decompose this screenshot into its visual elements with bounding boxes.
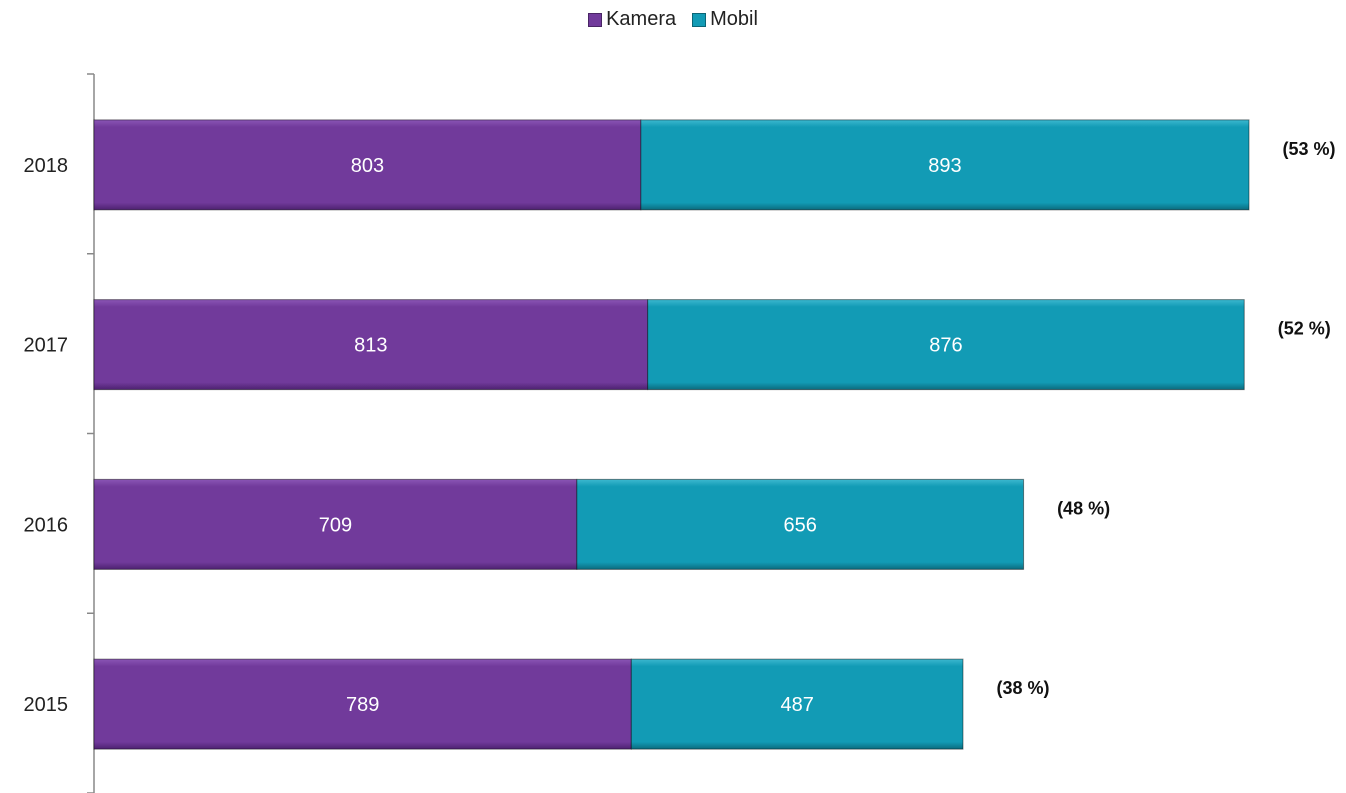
percent-annotation-2015: (38 %) [996, 678, 1049, 698]
percent-annotation-2018: (53 %) [1282, 139, 1335, 159]
percent-annotation-2016: (48 %) [1057, 498, 1110, 518]
percent-annotation-2017: (52 %) [1278, 319, 1331, 339]
legend-swatch-mobil [692, 12, 707, 27]
bar-value-label: 803 [351, 155, 384, 177]
bar-mobil-2015 [630, 658, 964, 750]
plot-area: 789 487 2015 (38 %) 709 656 2016 (48 %) 813 876 20… [24, 73, 1336, 793]
bar-value-label: 656 [784, 514, 817, 536]
bar-value-label: 813 [354, 335, 387, 357]
bar-kamera-2018 [93, 119, 642, 211]
legend-label-kamera: Kamera [606, 8, 677, 30]
legend: Kamera Mobil [0, 8, 1346, 31]
bar-value-label: 709 [319, 514, 352, 536]
y-tick-label-2015: 2015 [24, 694, 69, 716]
legend-item-kamera: Kamera [588, 8, 676, 31]
bar-kamera-2017 [93, 299, 649, 391]
bar-mobil-2017 [647, 299, 1245, 391]
bar-value-label: 893 [928, 155, 961, 177]
y-tick-label-2018: 2018 [24, 155, 69, 177]
bar-mobil-2016 [576, 478, 1025, 570]
bar-kamera-2015 [93, 658, 632, 750]
bar-value-label: 487 [780, 694, 813, 716]
bar-value-label: 789 [346, 694, 379, 716]
legend-label-mobil: Mobil [710, 8, 758, 30]
legend-item-mobil: Mobil [692, 8, 758, 31]
y-tick-label-2016: 2016 [24, 514, 69, 536]
legend-swatch-kamera [588, 12, 603, 27]
bar-value-label: 876 [929, 335, 962, 357]
y-tick-label-2017: 2017 [24, 335, 69, 357]
bar-kamera-2016 [93, 478, 578, 570]
bar-mobil-2018 [640, 119, 1250, 211]
